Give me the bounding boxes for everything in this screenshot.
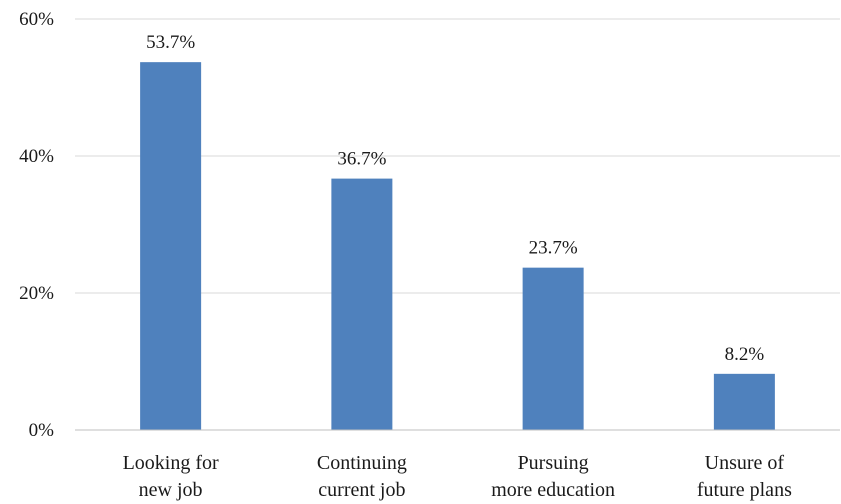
x-category-label: Pursuing (518, 452, 589, 474)
bar (140, 62, 202, 430)
y-tick-label: 40% (19, 146, 54, 167)
x-category-label: new job (139, 479, 203, 501)
gridlines (75, 18, 840, 294)
bar-value-label: 36.7% (337, 149, 386, 170)
x-category-label: future plans (697, 479, 792, 501)
y-tick-label: 60% (19, 9, 54, 30)
bars (140, 62, 775, 430)
y-tick-label: 20% (19, 283, 54, 304)
bar-value-labels: 53.7% 36.7% 23.7% 8.2% (146, 32, 764, 365)
x-axis-categories: Looking for new job Continuing current job P… (123, 452, 792, 501)
bar-value-label: 23.7% (529, 238, 578, 259)
bar (522, 267, 584, 430)
x-category-label: Looking for (123, 452, 219, 474)
x-category-label: Unsure of (705, 452, 785, 474)
x-category-label: Continuing (317, 452, 407, 474)
bar (331, 178, 393, 430)
x-category-label: more education (491, 479, 615, 501)
x-category-label: current job (318, 479, 405, 501)
y-axis-ticks: 0% 20% 40% 60% (19, 9, 54, 441)
bar-value-label: 8.2% (725, 344, 765, 365)
bar (713, 373, 775, 430)
bar-value-label: 53.7% (146, 32, 195, 53)
y-tick-label: 0% (29, 420, 55, 441)
